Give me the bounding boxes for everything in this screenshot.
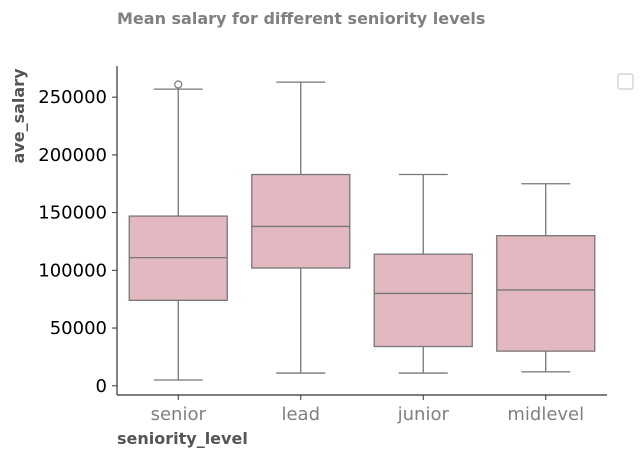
x-tick-label: senior [151, 404, 207, 425]
box-senior [128, 80, 228, 381]
y-tick-label: 100000 [38, 260, 107, 281]
y-axis-ticks: 0 50000 100000 150000 200000 250000 [38, 87, 117, 397]
box-lead [251, 81, 351, 374]
y-tick-label: 150000 [38, 203, 107, 224]
chart-title: Mean salary for different seniority leve… [117, 9, 485, 28]
y-tick-label: 250000 [38, 87, 107, 108]
y-tick-label: 0 [96, 376, 107, 397]
outlier-point [174, 80, 183, 89]
x-axis-label: seniority_level [117, 429, 248, 448]
y-axis-label: ave_salary [9, 68, 28, 164]
box-midlevel [496, 183, 596, 373]
plot-area [128, 80, 596, 381]
y-tick-label: 50000 [50, 318, 107, 339]
x-tick-label: midlevel [507, 404, 584, 425]
legend-box [617, 73, 634, 90]
iqr-box [251, 173, 351, 269]
y-tick-label: 200000 [38, 145, 107, 166]
x-axis-ticks: senior lead junior midlevel [151, 395, 584, 425]
x-tick-label: junior [397, 404, 450, 425]
iqr-box [496, 235, 596, 352]
iqr-box [373, 253, 473, 348]
x-tick-label: lead [281, 404, 320, 425]
box-junior [373, 173, 473, 374]
